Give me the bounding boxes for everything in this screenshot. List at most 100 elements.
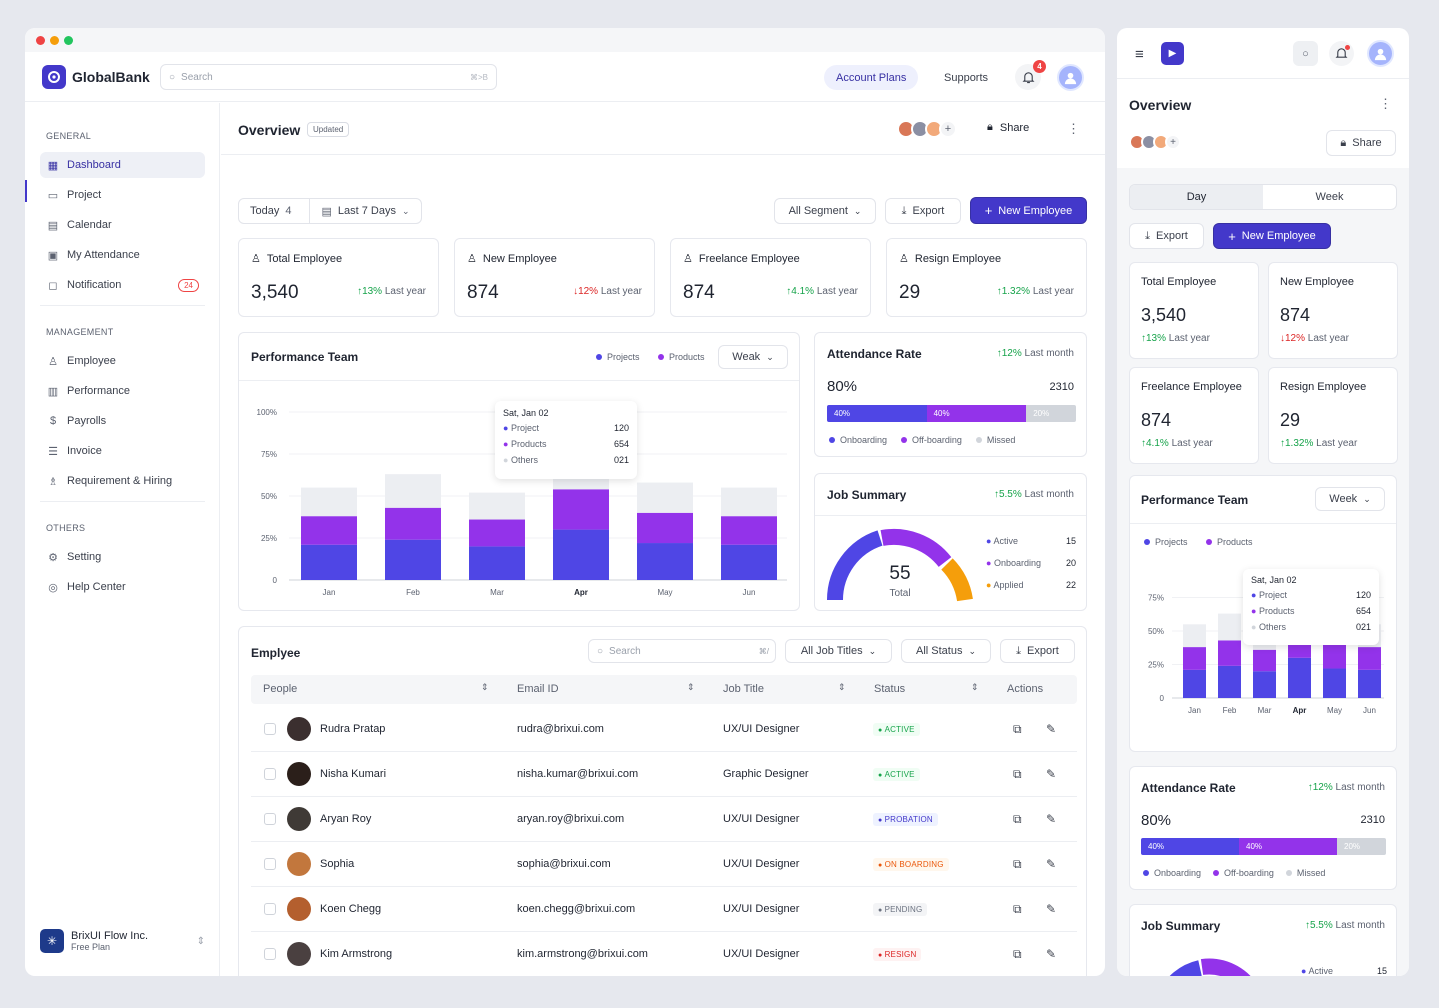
bar-products-jan[interactable] <box>1183 647 1206 670</box>
bar-projects-jan[interactable] <box>301 544 357 580</box>
edit-icon[interactable]: ✎ <box>1046 767 1057 781</box>
employee-search-input[interactable]: ○ Search ⌘/ <box>588 639 776 663</box>
bar-products-mar[interactable] <box>1253 649 1276 672</box>
brand-logo-icon[interactable] <box>42 65 66 89</box>
copy-icon[interactable]: ⧉ <box>1013 721 1022 736</box>
copy-icon[interactable]: ⧉ <box>1013 811 1022 826</box>
sidebar-item-hiring[interactable]: ♗ Requirement & Hiring <box>40 468 205 494</box>
search-input[interactable]: ○ Search ⌘>B <box>160 64 497 90</box>
user-avatar[interactable] <box>1367 40 1394 67</box>
new-employee-button[interactable]: + New Employee <box>1213 223 1331 249</box>
sidebar-item-dashboard[interactable]: ▦ Dashboard <box>40 152 205 178</box>
status-select[interactable]: All Status ⌄ <box>901 639 991 663</box>
bar-projects-may[interactable] <box>637 543 693 580</box>
sidebar-item-performance[interactable]: ▥ Performance <box>40 378 205 404</box>
bar-others-jan[interactable] <box>301 487 357 517</box>
edit-icon[interactable]: ✎ <box>1046 947 1057 961</box>
org-switcher[interactable]: ✳ BrixUI Flow Inc. Free Plan ⇕ <box>40 926 205 956</box>
copy-icon[interactable]: ⧉ <box>1013 856 1022 871</box>
sidebar-item-payrolls[interactable]: $ Payrolls <box>40 408 205 434</box>
close-dot[interactable] <box>36 35 45 45</box>
app-logo-icon[interactable]: ▶ <box>1161 42 1184 65</box>
collaborator-avatars[interactable]: + <box>897 120 957 138</box>
sidebar-item-calendar[interactable]: ▤ Calendar <box>40 212 205 238</box>
job-titles-select[interactable]: All Job Titles ⌄ <box>785 639 892 663</box>
bar-products-jan[interactable] <box>301 516 357 545</box>
search-icon[interactable]: ○ <box>1293 41 1318 66</box>
more-icon[interactable]: ⋮ <box>1067 121 1080 136</box>
account-plans-button[interactable]: Account Plans <box>824 65 919 90</box>
period-select[interactable]: Week ⌄ <box>1315 487 1385 511</box>
export-button[interactable]: ⤓ Export <box>1129 223 1204 249</box>
menu-icon[interactable]: ≡ <box>1135 46 1144 63</box>
sidebar-item-invoice[interactable]: ☰ Invoice <box>40 438 205 464</box>
export-button[interactable]: ⤓ Export <box>885 198 961 224</box>
share-button[interactable]: 🔒︎ Share <box>1326 130 1396 156</box>
sidebar-item-help[interactable]: ◎ Help Center <box>40 574 205 600</box>
copy-icon[interactable]: ⧉ <box>1013 901 1022 916</box>
sidebar-item-attendance[interactable]: ▣ My Attendance <box>40 242 205 268</box>
maximize-dot[interactable] <box>64 35 73 45</box>
edit-icon[interactable]: ✎ <box>1046 902 1057 916</box>
bar-others-jan[interactable] <box>1183 624 1206 648</box>
collaborator-avatars[interactable]: + <box>1129 134 1181 150</box>
bar-projects-jan[interactable] <box>1183 669 1206 698</box>
row-checkbox[interactable] <box>264 903 276 915</box>
supports-button[interactable]: Supports <box>944 71 989 84</box>
bar-others-mar[interactable] <box>469 492 525 520</box>
new-employee-button[interactable]: + New Employee <box>970 197 1087 224</box>
sort-icon[interactable]: ⇕ <box>687 682 695 692</box>
user-avatar[interactable] <box>1057 64 1084 91</box>
sidebar-item-notification[interactable]: ◻ Notification 24 <box>40 272 205 298</box>
bar-products-may[interactable] <box>1323 644 1346 669</box>
bar-projects-jun[interactable] <box>1358 669 1381 698</box>
sort-icon[interactable]: ⇕ <box>838 682 846 692</box>
sort-icon[interactable]: ⇕ <box>481 682 489 692</box>
header-job-title[interactable]: Job Title <box>723 683 764 695</box>
bar-products-may[interactable] <box>637 512 693 544</box>
sidebar-item-setting[interactable]: ⚙ Setting <box>40 544 205 570</box>
row-checkbox[interactable] <box>264 948 276 960</box>
bar-projects-apr[interactable] <box>1288 657 1311 698</box>
tab-day[interactable]: Day <box>1130 185 1263 209</box>
tab-week[interactable]: Week <box>1315 191 1344 203</box>
date-range-select[interactable]: ▤ Last 7 Days ⌄ <box>309 198 422 224</box>
bar-others-jun[interactable] <box>721 487 777 517</box>
sort-icon[interactable]: ⇕ <box>971 682 979 692</box>
minimize-dot[interactable] <box>50 35 59 45</box>
sidebar-item-project[interactable]: ▭ Project <box>40 182 205 208</box>
row-checkbox[interactable] <box>264 813 276 825</box>
bar-others-feb[interactable] <box>385 474 441 508</box>
add-collaborator-icon[interactable]: + <box>939 120 957 138</box>
bar-others-feb[interactable] <box>1218 613 1241 641</box>
today-button[interactable]: Today 4 <box>238 198 310 224</box>
bar-products-apr[interactable] <box>553 489 609 530</box>
share-button[interactable]: 🔒︎ Share <box>987 121 1029 134</box>
bar-projects-mar[interactable] <box>1253 671 1276 698</box>
bar-projects-apr[interactable] <box>553 529 609 580</box>
bar-projects-may[interactable] <box>1323 668 1346 698</box>
bell-icon[interactable]: 4 <box>1015 60 1046 90</box>
bar-others-may[interactable] <box>637 482 693 513</box>
bar-products-feb[interactable] <box>385 507 441 540</box>
bar-projects-feb[interactable] <box>1218 665 1241 698</box>
copy-icon[interactable]: ⧉ <box>1013 946 1022 961</box>
period-select[interactable]: Weak ⌄ <box>718 345 788 369</box>
row-checkbox[interactable] <box>264 858 276 870</box>
bar-products-feb[interactable] <box>1218 640 1241 666</box>
edit-icon[interactable]: ✎ <box>1046 722 1057 736</box>
edit-icon[interactable]: ✎ <box>1046 812 1057 826</box>
header-email[interactable]: Email ID <box>517 683 559 695</box>
bar-products-mar[interactable] <box>469 519 525 547</box>
segment-select[interactable]: All Segment ⌄ <box>774 198 876 224</box>
copy-icon[interactable]: ⧉ <box>1013 766 1022 781</box>
bar-projects-mar[interactable] <box>469 546 525 580</box>
add-collaborator-icon[interactable]: + <box>1165 134 1181 150</box>
more-icon[interactable]: ⋮ <box>1379 96 1392 111</box>
bell-icon[interactable] <box>1329 41 1354 66</box>
bar-projects-jun[interactable] <box>721 544 777 580</box>
bar-products-jun[interactable] <box>1358 647 1381 670</box>
edit-icon[interactable]: ✎ <box>1046 857 1057 871</box>
bar-projects-feb[interactable] <box>385 539 441 580</box>
table-export-button[interactable]: ⤓ Export <box>1000 639 1075 663</box>
